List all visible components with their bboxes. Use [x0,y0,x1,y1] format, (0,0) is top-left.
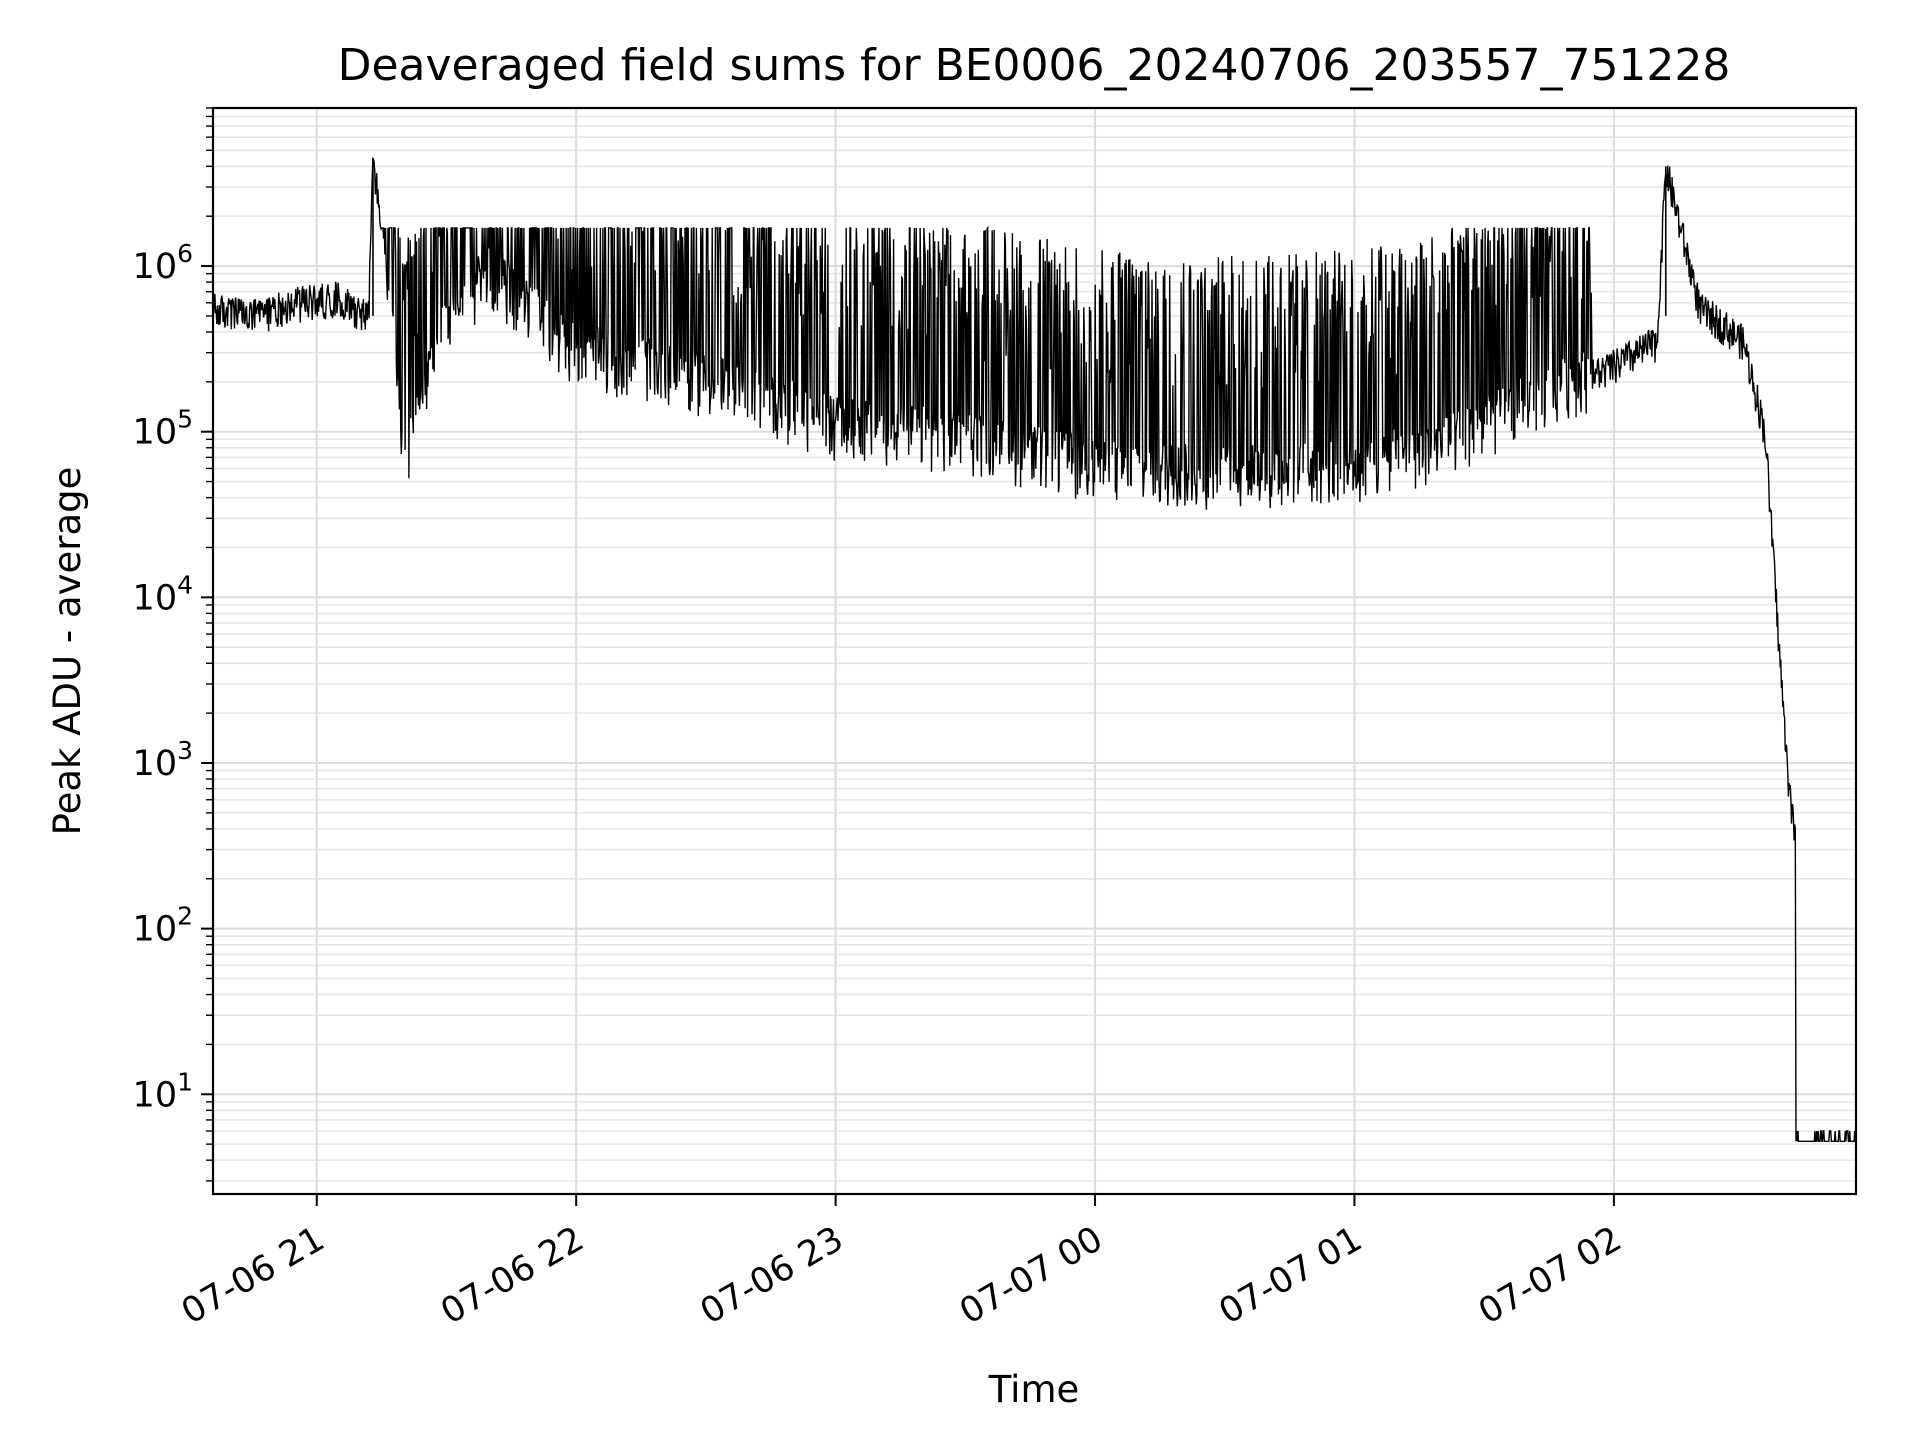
y-tick-label: 102 [133,902,193,950]
x-tick-label: 07-06 22 [434,1219,590,1332]
grid [213,107,1856,1194]
x-tick-label: 07-06 21 [175,1219,331,1332]
series-layer [212,156,1857,1142]
plot-frame [211,106,1858,1196]
x-tick-label: 07-07 02 [1472,1219,1628,1332]
chart-title: Deaveraged field sums for BE0006_2024070… [338,40,1731,91]
x-tick-label: 07-06 23 [694,1219,850,1332]
x-tick-label: 07-07 01 [1213,1219,1369,1332]
x-tick-label: 07-07 00 [953,1219,1109,1332]
x-axis-label: Time [988,1368,1080,1411]
y-tick-label: 101 [133,1067,193,1115]
y-axis-label: Peak ADU - average [46,467,89,836]
y-tick-label: 103 [133,736,193,784]
series-line [212,156,1857,1142]
x-axis: 07-06 21 07-06 22 07-06 23 07-07 00 07-07 01… [175,1194,1628,1332]
y-axis: 101 102 103 104 105 106 [133,107,213,1182]
y-tick-label: 104 [133,570,193,618]
y-tick-label: 105 [133,405,193,453]
y-tick-label: 106 [133,239,193,287]
